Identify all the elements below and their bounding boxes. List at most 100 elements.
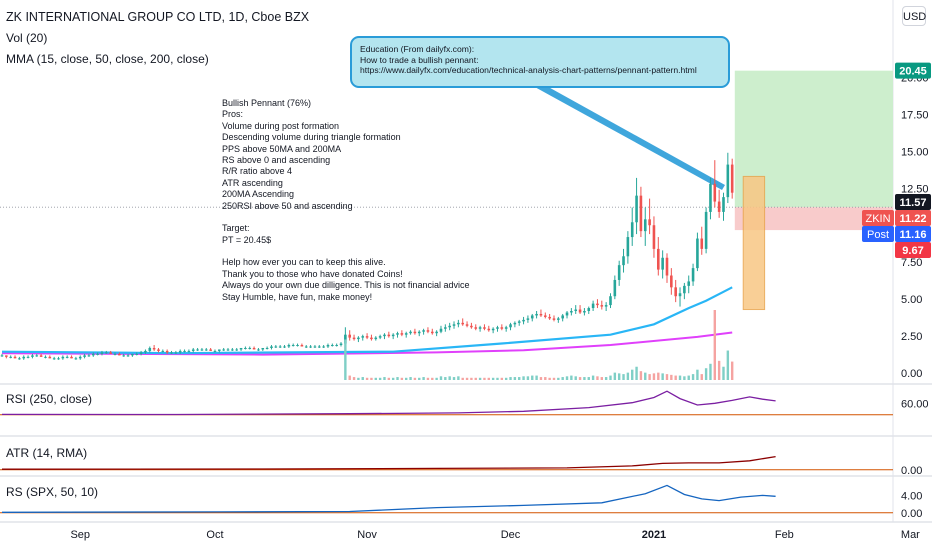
volume-bar — [687, 375, 690, 380]
candle-body — [661, 257, 664, 270]
candle-body — [435, 331, 438, 334]
volume-bar — [561, 377, 564, 380]
candle-body — [378, 336, 382, 338]
candle-body — [235, 349, 239, 351]
price-label-value: 11.57 — [900, 197, 927, 209]
candle-body — [465, 324, 469, 326]
candle-body — [26, 356, 30, 358]
candle-body — [648, 219, 651, 226]
candle-body — [696, 238, 699, 269]
volume-bar — [526, 376, 530, 380]
x-tick-label: Dec — [501, 529, 521, 541]
candle-body — [670, 275, 673, 288]
candle-body — [678, 293, 682, 297]
ma200-line — [1, 331, 733, 356]
candle-body — [535, 313, 538, 316]
candle-body — [178, 350, 182, 353]
volume-bar — [596, 376, 599, 380]
candle-body — [200, 349, 204, 351]
volume-bar — [670, 374, 673, 380]
candle-body — [35, 355, 39, 357]
volume-bar — [344, 339, 347, 380]
candle-body — [274, 346, 278, 348]
candle-body — [448, 325, 451, 328]
candle-body — [404, 333, 408, 335]
note-line: PT = 20.45$ — [222, 234, 272, 245]
callout-link[interactable]: https://www.dailyfx.com/education/techni… — [360, 65, 697, 76]
x-tick-label: 2021 — [642, 529, 666, 541]
currency-button[interactable]: USD — [902, 6, 926, 26]
candle-body — [257, 349, 260, 351]
note-line: PPS above 50MA and 200MA — [222, 143, 342, 154]
rs-tick-label: 0.00 — [901, 508, 922, 520]
candle-body — [430, 331, 434, 334]
candle-body — [126, 355, 130, 357]
atr-pane-label: ATR (14, RMA) — [6, 446, 88, 460]
volume-bar — [661, 373, 664, 380]
candle-body — [152, 347, 156, 350]
volume-bar — [383, 377, 386, 380]
candle-body — [296, 345, 299, 347]
candle-body — [248, 347, 252, 349]
volume-bar — [609, 375, 612, 380]
volume-bar — [409, 377, 412, 380]
candle-body — [22, 356, 26, 359]
volume-bar — [387, 377, 391, 380]
candle-body — [548, 316, 551, 319]
volume-bar — [665, 374, 669, 380]
volume-bar — [478, 377, 482, 380]
candle-body — [100, 352, 104, 354]
rs-pane-label: RS (SPX, 50, 10) — [6, 485, 99, 499]
volume-bar — [413, 377, 417, 380]
candle-body — [74, 358, 78, 360]
candle-body — [83, 355, 86, 357]
note-line: Volume during post formation — [222, 120, 340, 131]
volume-bar — [491, 377, 495, 380]
price-pane — [0, 152, 734, 360]
candle-body — [643, 219, 647, 232]
candle-body — [391, 334, 395, 337]
volume-bar — [704, 368, 708, 380]
note-line: Descending volume during triangle format… — [222, 132, 401, 143]
volume-bar — [644, 372, 647, 380]
candle-body — [31, 355, 34, 357]
candle-body — [144, 350, 147, 353]
candle-body — [365, 336, 369, 338]
volume-bar — [657, 372, 660, 380]
price-label-value: 20.45 — [899, 66, 927, 78]
note-line: Stay Humble, have fun, make money! — [222, 291, 373, 302]
volume-bar — [518, 377, 521, 380]
candle-body — [457, 322, 460, 325]
candle-body — [474, 327, 478, 329]
candle-body — [509, 324, 512, 328]
price-tick-label: 15.00 — [901, 146, 929, 158]
volume-bar — [357, 377, 360, 380]
candle-body — [174, 352, 178, 354]
candle-body — [500, 327, 504, 329]
candle-body — [317, 346, 321, 348]
volume-bar — [604, 377, 608, 380]
candle-body — [626, 237, 630, 257]
note-line: Thank you to those who have donated Coin… — [222, 268, 403, 279]
volume-bar — [722, 366, 725, 380]
note-line — [222, 246, 469, 257]
candle-body — [213, 350, 217, 352]
candle-body — [48, 356, 52, 359]
candle-body — [396, 333, 399, 335]
volume-bar — [626, 372, 630, 380]
price-label-value: 11.22 — [900, 213, 927, 225]
education-callout[interactable]: Education (From dailyfx.com): How to tra… — [350, 36, 730, 88]
candle-body — [331, 345, 334, 347]
volume-bar — [678, 375, 682, 380]
candle-body — [13, 356, 17, 359]
candle-body — [118, 353, 121, 356]
candle-body — [617, 265, 621, 280]
x-tick-label: Nov — [357, 529, 377, 541]
price-label-name: Post — [867, 229, 889, 241]
candle-body — [187, 350, 191, 352]
candle-body — [374, 337, 378, 340]
candle-body — [352, 337, 356, 340]
candle-body — [5, 355, 8, 357]
volume-bar — [391, 377, 395, 380]
callout-pointer — [533, 84, 725, 190]
